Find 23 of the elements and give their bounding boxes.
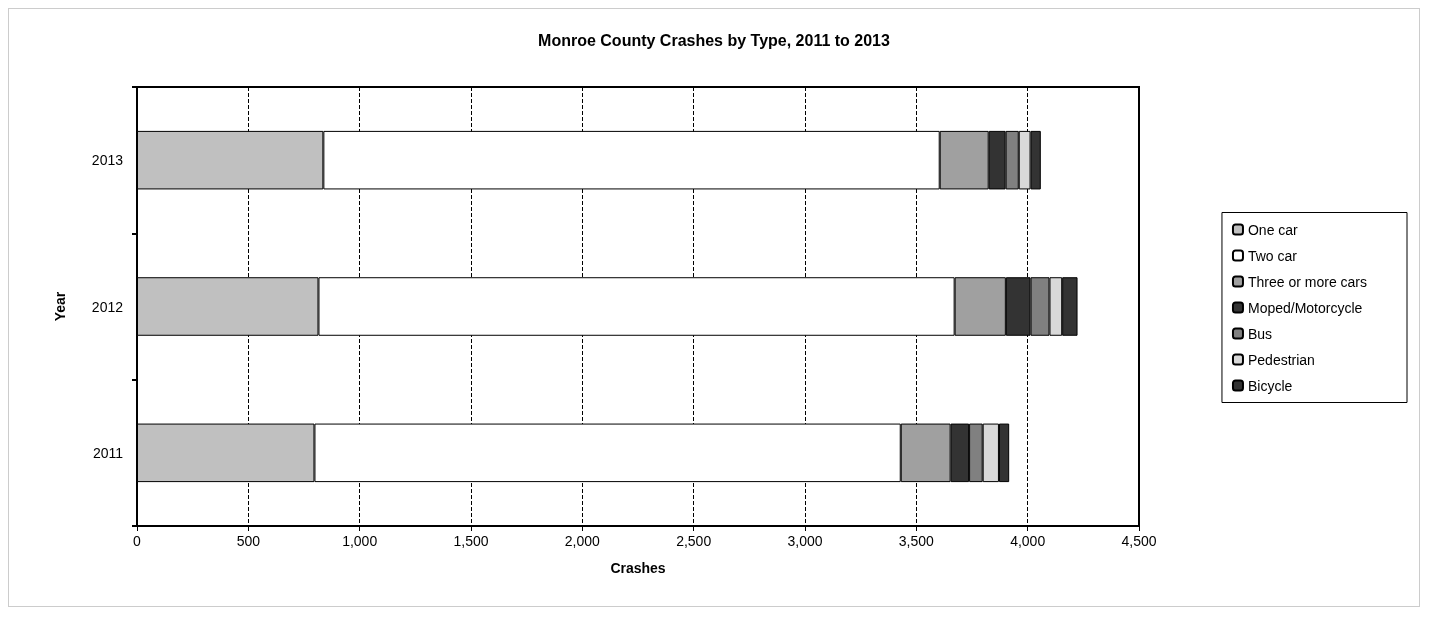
y-tick-label: 2013 xyxy=(91,152,124,169)
legend-label: Bus xyxy=(1247,325,1273,342)
y-tick-label: 2012 xyxy=(91,298,124,315)
x-tick-label: 1,000 xyxy=(342,533,378,549)
legend-label: One car xyxy=(1247,221,1299,238)
legend-label: Pedestrian xyxy=(1247,351,1315,368)
x-tick-label: 2,500 xyxy=(676,533,712,549)
legend-label: Two car xyxy=(1247,247,1298,264)
x-tick-label: 4,500 xyxy=(1121,533,1157,549)
x-tick-label: 3,000 xyxy=(787,533,823,549)
x-tick-label: 500 xyxy=(236,533,261,549)
x-tick-label: 2,000 xyxy=(564,533,601,549)
legend-label: Bicycle xyxy=(1247,377,1293,394)
y-axis-title: Year xyxy=(52,291,68,322)
x-tick-label: 4,000 xyxy=(1010,533,1046,549)
x-axis-title: Crashes xyxy=(610,560,666,576)
x-tick-label: 0 xyxy=(133,533,142,549)
x-tick-label: 1,500 xyxy=(453,533,489,549)
legend-label: Moped/Motorcycle xyxy=(1247,299,1363,316)
legend-label: Three or more cars xyxy=(1247,273,1368,290)
x-tick-label: 3,500 xyxy=(898,533,935,549)
chart-title: Monroe County Crashes by Type, 2011 to 2013 xyxy=(538,31,891,49)
y-tick-label: 2011 xyxy=(92,444,124,461)
